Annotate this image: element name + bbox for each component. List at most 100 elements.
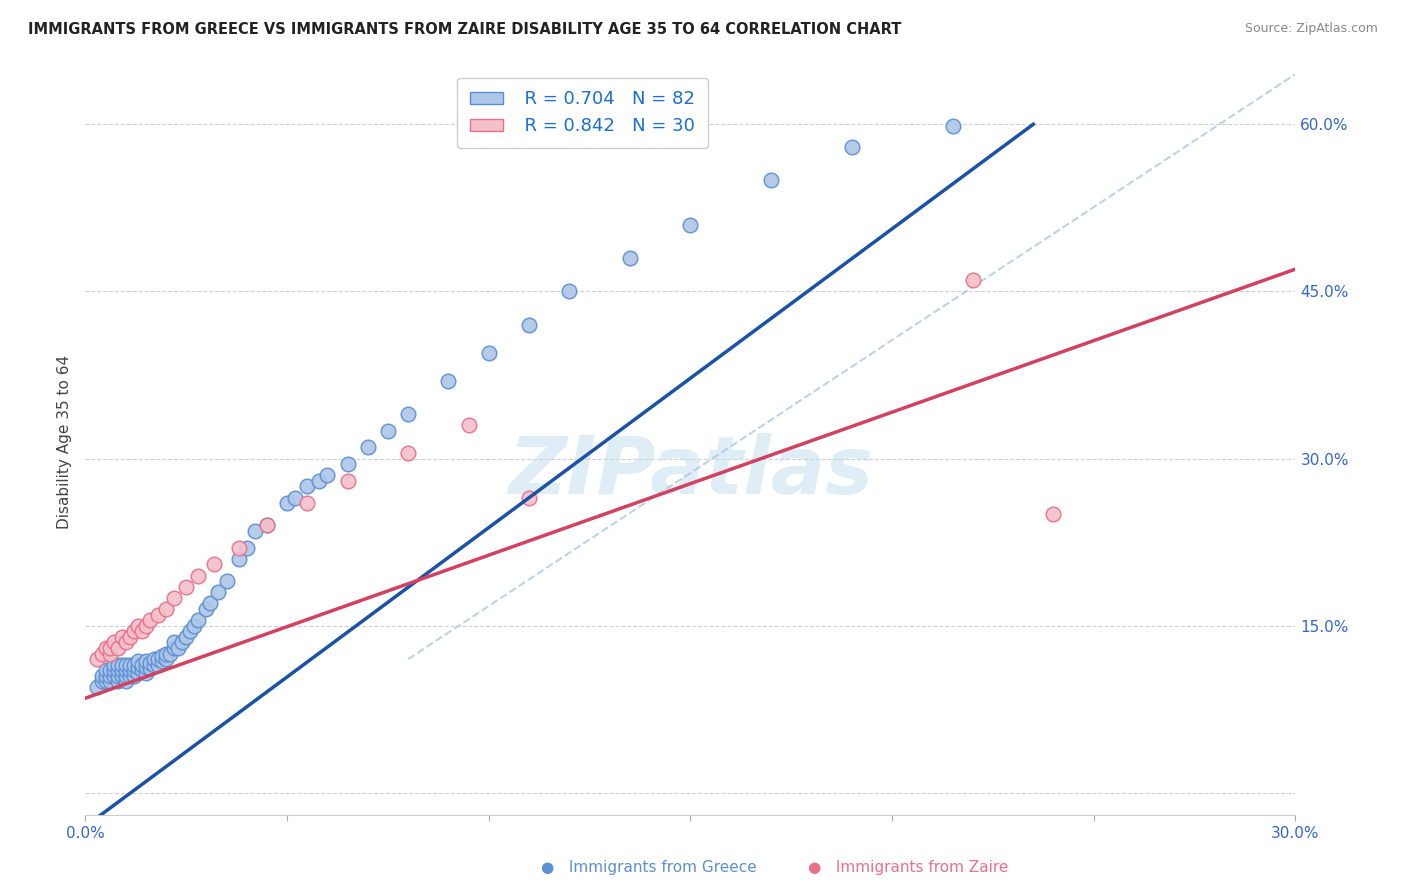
Point [437,374,460,388]
Point [155,602,177,616]
Point [107,663,129,677]
Point [139,661,162,675]
Point [167,641,190,656]
Point [558,285,581,299]
Point [139,656,162,670]
Y-axis label: Disability Age 35 to 64: Disability Age 35 to 64 [58,355,72,529]
Text: ●   Immigrants from Zaire: ● Immigrants from Zaire [808,860,1010,874]
Point [135,654,157,668]
Point [86,680,108,694]
Point [517,318,540,332]
Point [200,597,222,611]
Point [396,407,419,421]
Point [457,418,479,433]
Point [155,647,177,661]
Point [396,446,419,460]
Point [1042,508,1064,522]
Point [122,624,145,639]
Point [103,657,125,672]
Point [103,635,125,649]
Point [179,624,201,639]
Point [228,541,250,555]
Text: Source: ZipAtlas.com: Source: ZipAtlas.com [1244,22,1378,36]
Point [98,663,121,677]
Point [316,468,339,483]
Point [517,491,540,505]
Point [114,669,136,683]
Point [98,674,121,689]
Point [98,647,121,661]
Text: IMMIGRANTS FROM GREECE VS IMMIGRANTS FROM ZAIRE DISABILITY AGE 35 TO 64 CORRELAT: IMMIGRANTS FROM GREECE VS IMMIGRANTS FRO… [28,22,901,37]
Text: ZIPatlas: ZIPatlas [508,433,873,511]
Point [174,580,197,594]
Point [86,652,108,666]
Point [215,574,238,589]
Point [118,663,141,677]
Point [94,663,117,677]
Point [207,585,229,599]
Point [122,657,145,672]
Point [111,630,134,644]
Point [336,474,359,488]
Point [163,635,186,649]
Point [150,654,173,668]
Point [146,657,169,672]
Point [127,619,149,633]
Point [150,648,173,663]
Point [235,541,257,555]
Point [759,173,782,187]
Point [114,657,136,672]
Point [357,441,380,455]
Point [103,663,125,677]
Point [98,669,121,683]
Point [98,641,121,656]
Point [256,518,278,533]
Point [131,657,153,672]
Point [122,669,145,683]
Point [204,558,226,572]
Point [118,669,141,683]
Point [131,663,153,677]
Point [377,424,399,438]
Point [111,669,134,683]
Point [103,669,125,683]
Point [111,663,134,677]
Point [139,613,162,627]
Point [174,630,197,644]
Point [127,654,149,668]
Point [111,657,134,672]
Point [187,568,209,582]
Point [114,635,136,649]
Point [90,674,112,689]
Point [118,657,141,672]
Point [94,674,117,689]
Point [478,345,501,359]
Point [118,630,141,644]
Point [135,660,157,674]
Point [942,120,965,134]
Point [163,641,186,656]
Point [107,669,129,683]
Point [94,641,117,656]
Point [619,251,641,265]
Point [679,218,702,232]
Point [135,665,157,680]
Point [142,652,165,666]
Point [142,657,165,672]
Point [276,496,298,510]
Point [90,669,112,683]
Point [146,607,169,622]
Point [155,652,177,666]
Point [163,591,186,605]
Point [90,647,112,661]
Point [187,613,209,627]
Point [228,552,250,566]
Point [183,619,205,633]
Point [256,518,278,533]
Point [962,273,984,287]
Point [336,457,359,471]
Point [146,652,169,666]
Point [114,674,136,689]
Point [195,602,218,616]
Point [127,665,149,680]
